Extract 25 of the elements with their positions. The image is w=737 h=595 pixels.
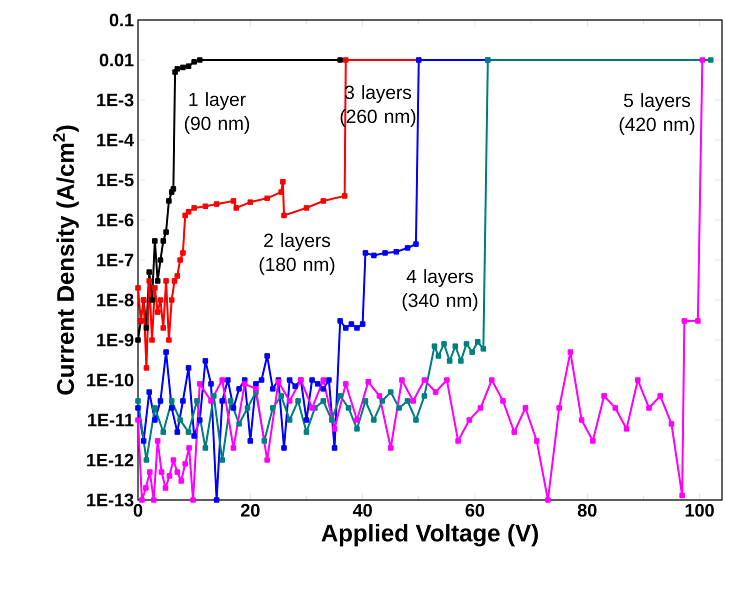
y-tick-label: 0.01: [100, 54, 134, 66]
series-label: 5 layers (420 nm): [620, 93, 694, 135]
y-tick-label: 1E-10: [87, 374, 134, 386]
series-label: 1 layer (90 nm): [184, 92, 250, 134]
y-tick-label: 1E-8: [97, 294, 134, 306]
x-tick-label: 80: [578, 504, 596, 517]
series-label: 2 layers (180 nm): [260, 233, 334, 275]
y-tick-label: 1E-6: [97, 214, 134, 226]
y-tick-label: 1E-9: [97, 334, 134, 346]
x-tick-label: 100: [686, 504, 714, 517]
y-tick-label: 1E-11: [88, 414, 134, 426]
x-tick-label: 60: [466, 504, 484, 517]
y-axis-title: Current Density (A/cm$^{2}$): [53, 126, 79, 395]
y-tick-label: 1E-7: [97, 254, 134, 266]
x-tick-label: 40: [352, 504, 372, 517]
y-tick-label: 0.1: [110, 14, 134, 26]
y-tick-label: 1E-4: [97, 134, 134, 146]
y-tick-label: 1E-12: [87, 454, 134, 466]
y-tick-label: 1E-13: [87, 494, 134, 506]
y-tick-label: 1E-5: [97, 174, 134, 186]
x-tick-label: 20: [240, 504, 260, 517]
x-axis-title: Applied Voltage (V): [321, 524, 538, 546]
x-tick-label: 0: [134, 504, 142, 517]
series-label: 4 layers (340 nm): [402, 269, 478, 311]
y-tick-label: 1E-3: [97, 94, 134, 106]
